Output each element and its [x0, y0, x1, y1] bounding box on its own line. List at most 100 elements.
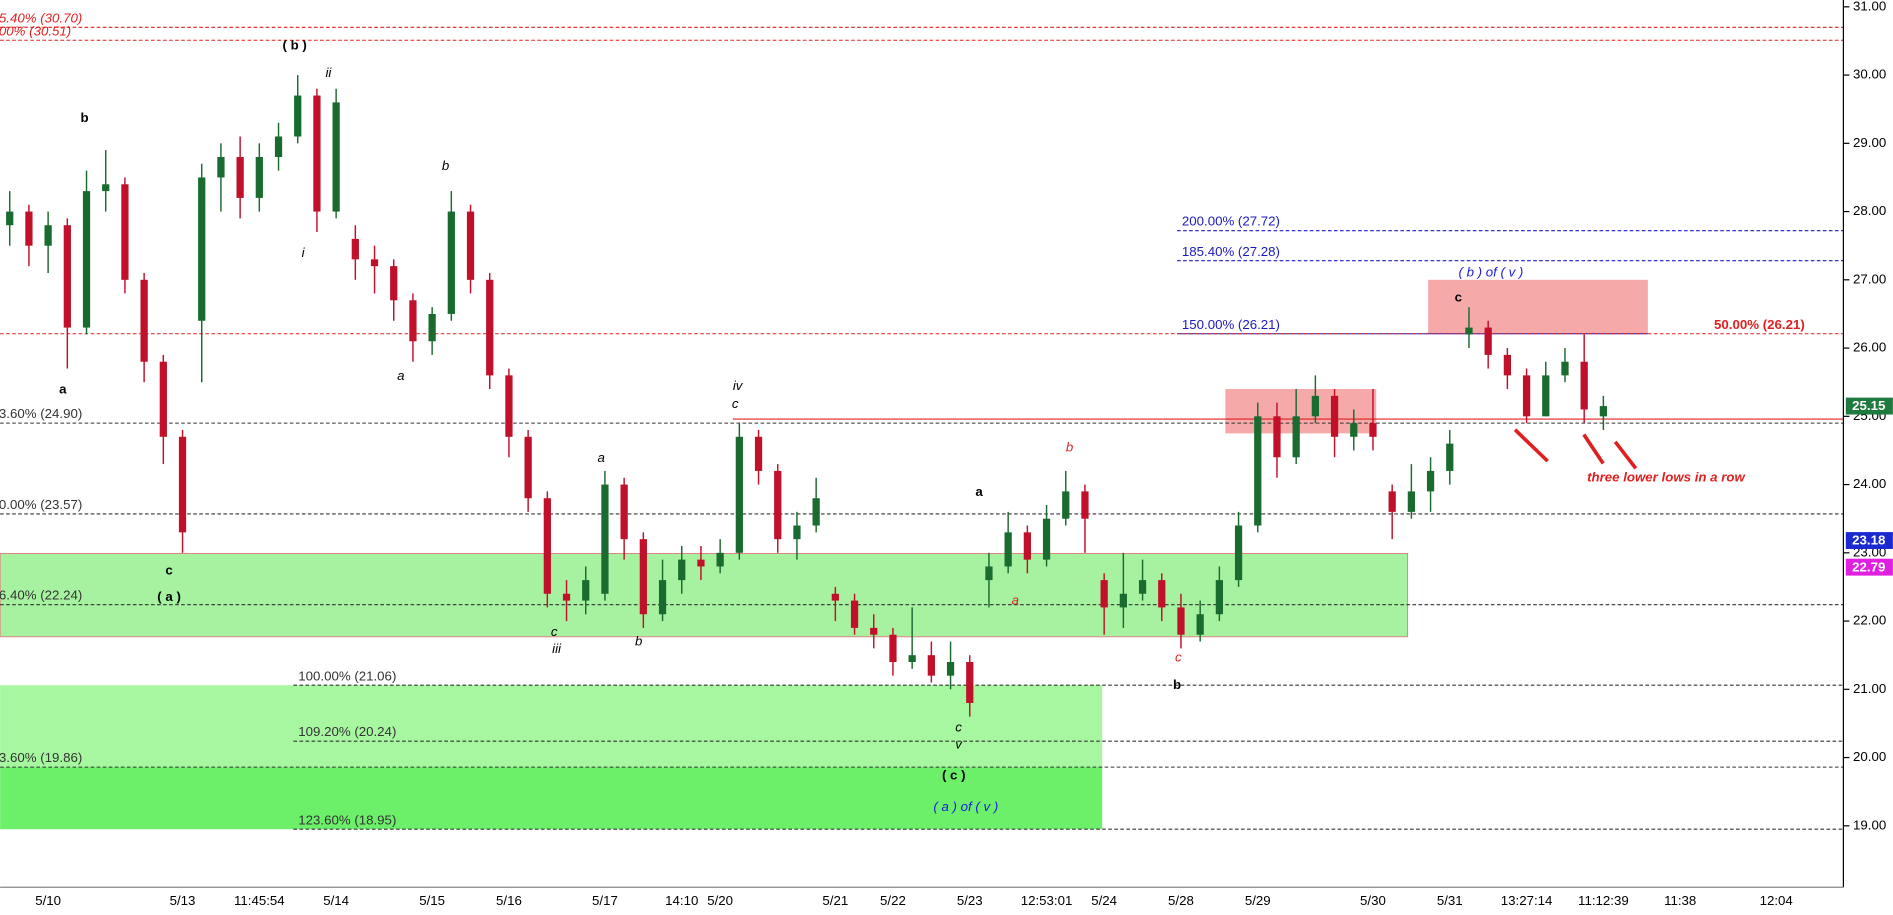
wave-label: b — [442, 158, 449, 173]
candle-body — [1042, 518, 1051, 560]
y-tick-label: 26.00 — [1853, 340, 1886, 355]
y-tick-label: 20.00 — [1853, 749, 1886, 764]
wave-label: a — [1012, 593, 1019, 608]
level-label: 150.00% (26.21) — [1182, 317, 1280, 332]
candle-body — [390, 266, 398, 301]
candles — [6, 75, 1608, 717]
candle-body — [1369, 423, 1377, 437]
wave-label: v — [955, 736, 963, 751]
candle-body — [889, 634, 897, 663]
candle-body — [1407, 491, 1415, 512]
x-tick-label: 5/28 — [1168, 893, 1194, 908]
candle-body — [236, 156, 244, 198]
wave-label: c — [165, 562, 172, 577]
x-tick-label: 5/24 — [1091, 893, 1117, 908]
candle-body — [812, 498, 820, 526]
x-tick-label: 11:45:54 — [234, 893, 285, 908]
x-tick-label: 5/31 — [1437, 893, 1463, 908]
candle-body — [697, 559, 705, 567]
candle-body — [1503, 354, 1512, 376]
wave-label: ( b ) of ( v ) — [1458, 264, 1523, 279]
candle-body — [543, 498, 551, 594]
candle-body — [1542, 375, 1550, 417]
x-tick-label: 12:04 — [1760, 893, 1793, 908]
candle-body — [1484, 327, 1492, 355]
level-label: 0.00% (23.57) — [0, 497, 82, 512]
candle-body — [831, 593, 839, 601]
candle-body — [1177, 607, 1185, 635]
candle-body — [505, 375, 513, 437]
candle-body — [774, 470, 782, 540]
wave-label: iv — [733, 378, 744, 393]
candle-body — [850, 600, 859, 628]
candle-body — [1426, 470, 1435, 492]
candle-body — [1465, 327, 1473, 335]
x-tick-label: 14:10 — [665, 893, 698, 908]
candle-body — [313, 95, 321, 212]
price-marker-label: 25.15 — [1852, 398, 1886, 413]
wave-label: ( c ) — [942, 768, 966, 783]
x-tick-label: 5/30 — [1360, 893, 1386, 908]
candle-body — [486, 279, 494, 376]
candle-body — [6, 211, 14, 226]
candle-body — [121, 184, 129, 280]
level-label: 50.00% (26.21) — [1714, 317, 1805, 332]
candle-body — [1196, 614, 1204, 635]
wave-label: ( a ) — [157, 589, 181, 604]
arrow — [1513, 428, 1549, 463]
candle-body — [198, 177, 206, 321]
wave-label: ii — [325, 65, 332, 80]
candle-body — [63, 225, 71, 328]
x-tick-label: 5/21 — [822, 893, 848, 908]
y-tick-label: 21.00 — [1853, 681, 1886, 696]
candle-body — [351, 238, 359, 260]
zone — [1428, 279, 1648, 334]
candle-body — [524, 436, 532, 499]
level-label: 100.00% (21.06) — [298, 668, 396, 683]
wave-label: b — [81, 110, 89, 125]
candle-body — [102, 184, 110, 192]
x-tick-label: 5/15 — [419, 893, 445, 908]
x-tick-label: 5/17 — [592, 893, 618, 908]
axes: 5/10 5/13 11:45:54 5/14 5/15 5/16 5/17 14:10 5/2… — [35, 0, 1893, 908]
level-label: 185.40% (27.28) — [1182, 244, 1280, 259]
x-tick-label: 13:27:14 — [1501, 893, 1553, 908]
level-label: 3.60% (19.86) — [0, 750, 82, 765]
level-label: 3.60% (24.90) — [0, 406, 82, 421]
wave-label: a — [598, 450, 605, 465]
y-tick-label: 19.00 — [1853, 817, 1886, 832]
candle-body — [1138, 580, 1147, 594]
candle-body — [1350, 423, 1358, 437]
wave-label: ( a ) of ( v ) — [933, 799, 998, 814]
zone — [0, 767, 1103, 830]
candle-body — [735, 436, 743, 553]
y-tick-label: 29.00 — [1853, 135, 1886, 150]
candle-body — [370, 259, 379, 267]
y-tick-label: 24.00 — [1853, 476, 1886, 491]
candle-body — [639, 539, 647, 615]
candle-body — [428, 313, 436, 342]
x-tick-label: 5/16 — [496, 893, 522, 908]
x-tick-label: 11:12:39 — [1578, 893, 1629, 908]
candle-body — [217, 156, 225, 178]
candle-body — [1292, 416, 1300, 458]
y-tick-label: 22.00 — [1853, 613, 1886, 628]
candle-body — [1599, 406, 1608, 417]
candle-body — [82, 191, 91, 328]
wave-label: b — [635, 634, 642, 649]
wave-label: b — [1173, 677, 1181, 692]
candle-body — [1023, 532, 1031, 560]
candle-body — [1311, 395, 1319, 417]
y-tick-label: 30.00 — [1853, 67, 1886, 82]
zone — [0, 553, 1409, 638]
wave-label: c — [955, 719, 962, 734]
candle-body — [985, 566, 993, 581]
candle-body — [409, 300, 417, 342]
candle-body — [25, 211, 33, 246]
x-tick-label: 5/14 — [323, 893, 349, 908]
candle-body — [1234, 525, 1243, 581]
candle-body — [927, 655, 935, 676]
candle-body — [754, 436, 763, 471]
candle-body — [447, 211, 455, 314]
price-marker — [1845, 558, 1893, 576]
